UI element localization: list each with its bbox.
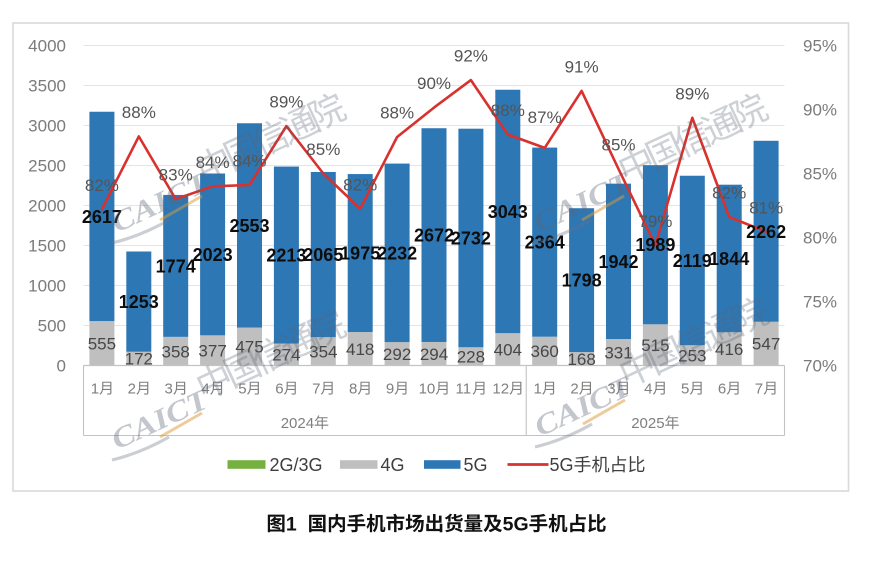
svg-text:6: 6 xyxy=(275,381,283,398)
svg-text:1975: 1975 xyxy=(340,244,380,264)
svg-text:2: 2 xyxy=(570,381,578,398)
svg-text:2025: 2025 xyxy=(631,415,664,432)
svg-text:2000: 2000 xyxy=(28,197,66,216)
svg-text:2119: 2119 xyxy=(673,251,712,271)
svg-text:1: 1 xyxy=(91,381,99,398)
svg-text:2672: 2672 xyxy=(414,226,454,246)
svg-text:168: 168 xyxy=(567,350,595,369)
svg-text:2364: 2364 xyxy=(525,233,565,253)
svg-text:2732: 2732 xyxy=(451,229,491,249)
svg-text:1253: 1253 xyxy=(119,292,159,312)
svg-text:555: 555 xyxy=(88,334,116,353)
svg-text:1000: 1000 xyxy=(28,277,66,296)
svg-text:228: 228 xyxy=(457,348,485,367)
svg-text:1989: 1989 xyxy=(635,235,675,255)
svg-text:354: 354 xyxy=(309,342,337,361)
svg-text:85%: 85% xyxy=(601,136,635,155)
svg-text:331: 331 xyxy=(604,343,632,362)
svg-text:2G/3G: 2G/3G xyxy=(270,455,323,475)
svg-text:3043: 3043 xyxy=(488,202,528,222)
svg-text:85%: 85% xyxy=(803,165,837,184)
svg-text:12: 12 xyxy=(492,381,509,398)
svg-text:8: 8 xyxy=(349,381,357,398)
svg-text:4G: 4G xyxy=(381,455,405,475)
svg-text:2023: 2023 xyxy=(193,245,233,265)
svg-text:90%: 90% xyxy=(417,74,451,93)
svg-text:88%: 88% xyxy=(380,104,414,123)
svg-text:2262: 2262 xyxy=(746,222,786,242)
svg-text:404: 404 xyxy=(494,340,522,359)
svg-text:172: 172 xyxy=(125,350,153,369)
svg-text:416: 416 xyxy=(715,340,743,359)
svg-text:2553: 2553 xyxy=(229,216,269,236)
svg-text:3: 3 xyxy=(165,381,173,398)
svg-text:7: 7 xyxy=(755,381,763,398)
svg-text:89%: 89% xyxy=(269,93,303,112)
svg-text:5G: 5G xyxy=(550,455,574,475)
svg-text:80%: 80% xyxy=(803,229,837,248)
svg-text:5: 5 xyxy=(238,381,246,398)
svg-text:5: 5 xyxy=(681,381,689,398)
svg-text:500: 500 xyxy=(38,317,66,336)
svg-text:358: 358 xyxy=(162,342,190,361)
svg-text:3000: 3000 xyxy=(28,117,66,136)
svg-text:70%: 70% xyxy=(803,357,837,376)
svg-text:1942: 1942 xyxy=(598,252,638,272)
svg-text:0: 0 xyxy=(57,357,66,376)
svg-text:6: 6 xyxy=(718,381,726,398)
svg-text:87%: 87% xyxy=(528,108,562,127)
svg-text:547: 547 xyxy=(752,335,780,354)
svg-text:92%: 92% xyxy=(454,47,488,66)
svg-text:2617: 2617 xyxy=(82,207,122,227)
svg-text:83%: 83% xyxy=(159,166,193,185)
svg-text:79%: 79% xyxy=(638,212,672,231)
svg-text:81%: 81% xyxy=(749,198,783,217)
svg-text:294: 294 xyxy=(420,345,448,364)
svg-text:1500: 1500 xyxy=(28,237,66,256)
svg-text:3: 3 xyxy=(607,381,615,398)
svg-text:4000: 4000 xyxy=(28,37,66,56)
svg-text:4: 4 xyxy=(644,381,652,398)
svg-text:360: 360 xyxy=(531,342,559,361)
svg-text:11: 11 xyxy=(456,381,472,398)
svg-text:5G: 5G xyxy=(464,455,488,475)
svg-text:82%: 82% xyxy=(343,175,377,194)
svg-text:10: 10 xyxy=(419,381,436,398)
svg-text:88%: 88% xyxy=(122,103,156,122)
svg-text:85%: 85% xyxy=(306,140,340,159)
svg-text:75%: 75% xyxy=(803,293,837,312)
svg-text:2: 2 xyxy=(128,381,136,398)
svg-text:2065: 2065 xyxy=(303,245,343,265)
svg-text:1: 1 xyxy=(534,381,542,398)
svg-text:418: 418 xyxy=(346,340,374,359)
svg-text:1844: 1844 xyxy=(709,249,749,269)
svg-text:2500: 2500 xyxy=(28,157,66,176)
svg-text:1: 1 xyxy=(286,514,297,536)
svg-text:3500: 3500 xyxy=(28,77,66,96)
svg-text:89%: 89% xyxy=(675,84,709,103)
svg-text:7: 7 xyxy=(312,381,320,398)
svg-text:2024: 2024 xyxy=(281,415,314,432)
svg-text:2232: 2232 xyxy=(377,243,417,263)
svg-text:82%: 82% xyxy=(85,176,119,195)
svg-text:292: 292 xyxy=(383,345,411,364)
svg-text:88%: 88% xyxy=(491,101,525,120)
svg-text:377: 377 xyxy=(198,342,226,361)
svg-text:95%: 95% xyxy=(803,37,837,56)
svg-text:5G: 5G xyxy=(503,514,529,536)
svg-text:2213: 2213 xyxy=(266,246,306,266)
svg-text:1798: 1798 xyxy=(562,271,602,291)
svg-text:91%: 91% xyxy=(565,58,599,77)
svg-text:82%: 82% xyxy=(712,184,746,203)
svg-text:90%: 90% xyxy=(803,101,837,120)
svg-text:9: 9 xyxy=(386,381,394,398)
svg-text:1774: 1774 xyxy=(156,256,196,276)
